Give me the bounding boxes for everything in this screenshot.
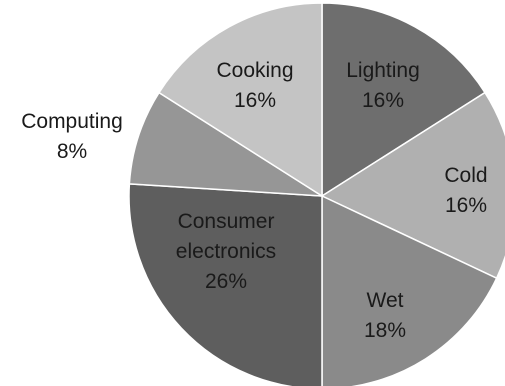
- slice-value-label: 16%: [234, 89, 276, 112]
- pie-slice-computing: [128, 91, 323, 197]
- slice-name-label: Wet: [367, 289, 404, 312]
- slice-value-label: 16%: [362, 89, 404, 112]
- pie-label-lighting: Lighting 16%: [346, 59, 420, 112]
- pie-slice-lighting: [321, 2, 486, 198]
- slice-name-label: Cold: [444, 164, 487, 187]
- pie-slice-consumer-electronics: [128, 183, 323, 386]
- pie-label-cooking: Cooking 16%: [216, 59, 293, 112]
- slice-name-label: electronics: [176, 240, 276, 263]
- pie-slices: [128, 2, 505, 386]
- slice-name-label: Cooking: [216, 59, 293, 82]
- slice-name-label: Computing: [21, 110, 123, 133]
- slice-name-label: Lighting: [346, 59, 420, 82]
- pie-slice-cold: [320, 91, 505, 280]
- pie-label-computing: Computing 8%: [21, 110, 123, 163]
- slice-name-label: Consumer: [178, 210, 275, 233]
- pie-slice-cooking: [158, 2, 323, 198]
- slice-value-label: 8%: [57, 140, 87, 163]
- pie-slice-wet: [321, 194, 498, 386]
- pie-label-wet: Wet 18%: [364, 289, 406, 342]
- pie-labels: Lighting 16% Cold 16% Wet 18% Consumer electron…: [21, 59, 487, 342]
- pie-label-consumer-electronics: Consumer electronics 26%: [176, 210, 276, 293]
- slice-value-label: 18%: [364, 319, 406, 342]
- slice-value-label: 26%: [205, 270, 247, 293]
- pie-label-cold: Cold 16%: [444, 164, 487, 217]
- slice-value-label: 16%: [445, 194, 487, 217]
